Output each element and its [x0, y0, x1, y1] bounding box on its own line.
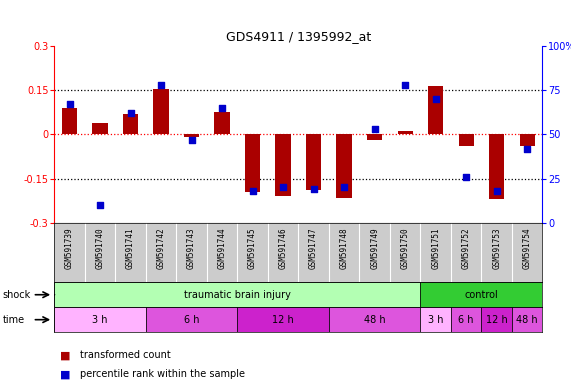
Bar: [367, 134, 382, 140]
Text: 6 h: 6 h: [459, 314, 474, 325]
Point: [218, 105, 227, 111]
Text: GSM591754: GSM591754: [522, 227, 532, 269]
Text: GSM591741: GSM591741: [126, 227, 135, 269]
Point: [492, 188, 501, 194]
Text: GSM591747: GSM591747: [309, 227, 318, 269]
Bar: [245, 134, 260, 192]
Point: [309, 186, 318, 192]
Text: ■: ■: [60, 350, 70, 360]
Text: ■: ■: [60, 369, 70, 379]
Bar: [215, 112, 230, 134]
Point: [340, 184, 349, 190]
Text: 48 h: 48 h: [516, 314, 538, 325]
Text: GSM591753: GSM591753: [492, 227, 501, 269]
Bar: [154, 89, 168, 134]
Bar: [420, 282, 542, 307]
Bar: [520, 134, 535, 146]
Bar: [459, 134, 474, 146]
Point: [279, 184, 288, 190]
Text: GSM591749: GSM591749: [370, 227, 379, 269]
Bar: [489, 134, 504, 199]
Text: 48 h: 48 h: [364, 314, 385, 325]
Point: [126, 110, 135, 116]
Text: GSM591748: GSM591748: [340, 227, 349, 269]
Bar: [275, 134, 291, 196]
Bar: [428, 86, 443, 134]
Point: [65, 101, 74, 108]
Text: GSM591740: GSM591740: [95, 227, 104, 269]
Text: GSM591739: GSM591739: [65, 227, 74, 269]
Bar: [329, 307, 420, 332]
Bar: [451, 307, 481, 332]
Title: GDS4911 / 1395992_at: GDS4911 / 1395992_at: [226, 30, 371, 43]
Text: GSM591751: GSM591751: [431, 227, 440, 269]
Bar: [481, 307, 512, 332]
Bar: [306, 134, 321, 190]
Text: GSM591744: GSM591744: [218, 227, 227, 269]
Bar: [93, 122, 108, 134]
Text: 12 h: 12 h: [272, 314, 294, 325]
Bar: [146, 307, 238, 332]
Text: control: control: [465, 290, 498, 300]
Bar: [512, 307, 542, 332]
Point: [248, 188, 257, 194]
Text: GSM591752: GSM591752: [462, 227, 471, 269]
Point: [522, 146, 532, 152]
Bar: [184, 134, 199, 137]
Text: shock: shock: [3, 290, 31, 300]
Point: [461, 174, 471, 180]
Bar: [238, 307, 329, 332]
Bar: [54, 282, 420, 307]
Text: GSM591742: GSM591742: [156, 227, 166, 269]
Point: [401, 82, 410, 88]
Text: transformed count: transformed count: [80, 350, 171, 360]
Bar: [420, 307, 451, 332]
Point: [95, 202, 104, 208]
Text: GSM591743: GSM591743: [187, 227, 196, 269]
Text: GSM591750: GSM591750: [401, 227, 409, 269]
Text: GSM591746: GSM591746: [279, 227, 288, 269]
Bar: [123, 114, 138, 134]
Point: [370, 126, 379, 132]
Text: 6 h: 6 h: [184, 314, 199, 325]
Text: time: time: [3, 314, 25, 325]
Text: traumatic brain injury: traumatic brain injury: [184, 290, 291, 300]
Bar: [54, 307, 146, 332]
Point: [431, 96, 440, 102]
Bar: [397, 131, 413, 134]
Text: 12 h: 12 h: [486, 314, 508, 325]
Point: [187, 137, 196, 143]
Bar: [336, 134, 352, 198]
Bar: [62, 108, 77, 134]
Text: GSM591745: GSM591745: [248, 227, 257, 269]
Text: 3 h: 3 h: [428, 314, 444, 325]
Point: [156, 82, 166, 88]
Text: percentile rank within the sample: percentile rank within the sample: [80, 369, 245, 379]
Text: 3 h: 3 h: [93, 314, 108, 325]
